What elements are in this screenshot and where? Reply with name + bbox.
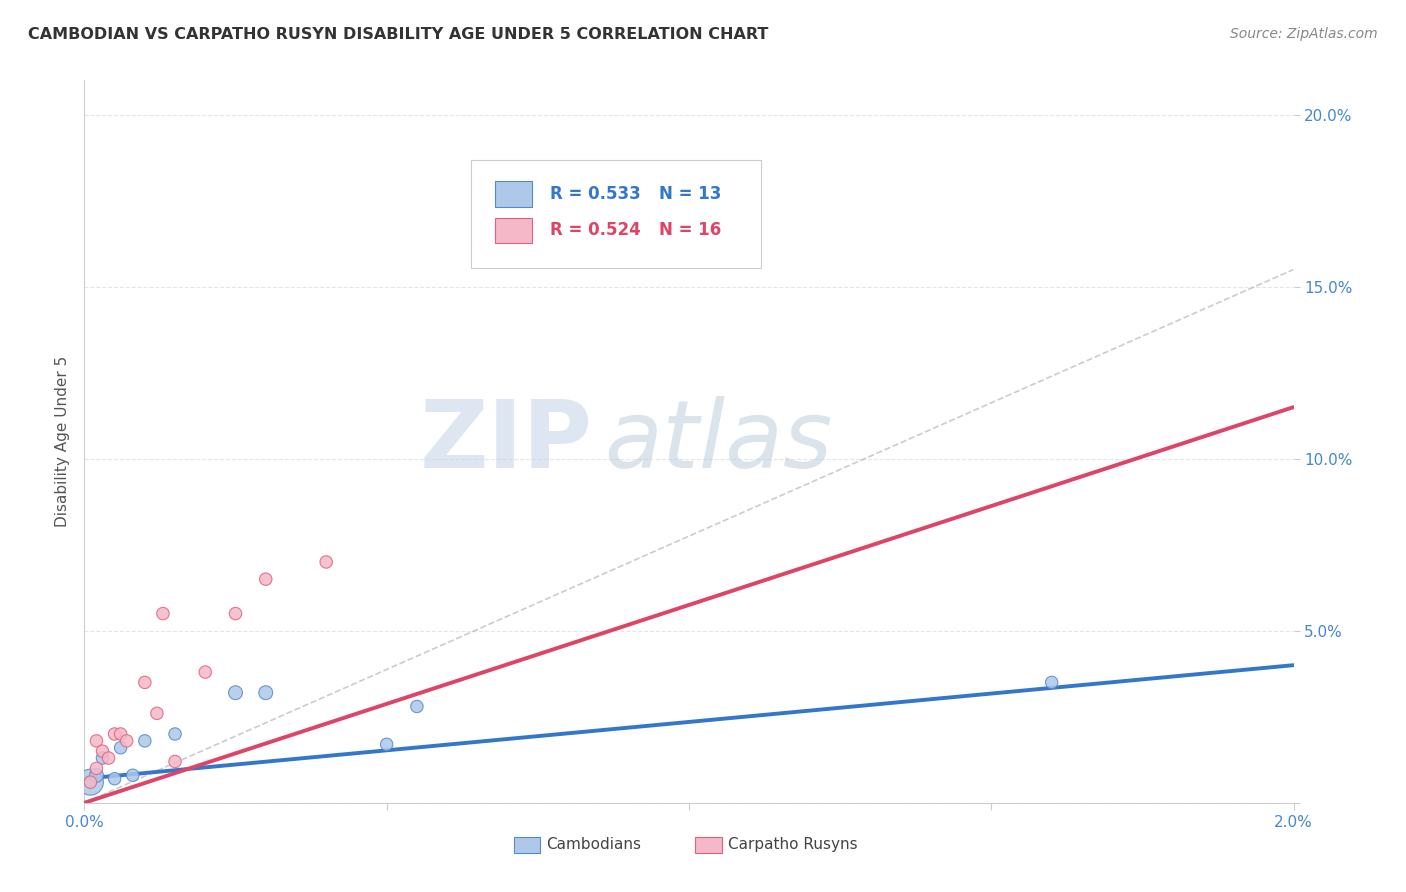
Y-axis label: Disability Age Under 5: Disability Age Under 5 (55, 356, 70, 527)
Point (134, 734, 156, 748)
FancyBboxPatch shape (471, 160, 762, 268)
Text: Source: ZipAtlas.com: Source: ZipAtlas.com (1230, 27, 1378, 41)
Point (165, 727, 187, 741)
Point (146, 706, 169, 721)
Point (97, 751, 120, 765)
Point (86, 734, 108, 748)
Point (79, 775, 101, 789)
Bar (513, 838, 540, 854)
Point (165, 755, 187, 769)
Point (406, 699, 429, 714)
Point (375, 737, 398, 751)
Text: N = 13: N = 13 (659, 185, 721, 202)
Point (104, 727, 127, 741)
Point (121, 768, 143, 782)
Point (134, 675, 156, 690)
Point (79, 775, 101, 789)
Point (86, 768, 108, 782)
Text: Carpatho Rusyns: Carpatho Rusyns (728, 838, 858, 852)
Bar (495, 218, 531, 243)
Text: Cambodians: Cambodians (547, 838, 641, 852)
Text: R = 0.524: R = 0.524 (550, 221, 641, 239)
Text: ZIP: ZIP (419, 395, 592, 488)
Point (254, 686, 277, 700)
Point (115, 734, 138, 748)
Bar (495, 181, 531, 207)
Text: R = 0.533: R = 0.533 (550, 185, 641, 202)
Point (254, 572, 277, 586)
Point (91, 751, 114, 765)
Point (225, 607, 247, 621)
Point (110, 727, 132, 741)
Point (225, 686, 247, 700)
Point (315, 555, 337, 569)
Text: CAMBODIAN VS CARPATHO RUSYN DISABILITY AGE UNDER 5 CORRELATION CHART: CAMBODIAN VS CARPATHO RUSYN DISABILITY A… (28, 27, 769, 42)
Point (1040, 675, 1063, 690)
Point (194, 665, 217, 679)
Point (104, 772, 127, 786)
Point (110, 740, 132, 755)
Point (86, 761, 108, 775)
Point (91, 744, 114, 758)
Text: atlas: atlas (605, 396, 832, 487)
Point (152, 607, 174, 621)
Text: N = 16: N = 16 (659, 221, 721, 239)
Bar (695, 838, 721, 854)
